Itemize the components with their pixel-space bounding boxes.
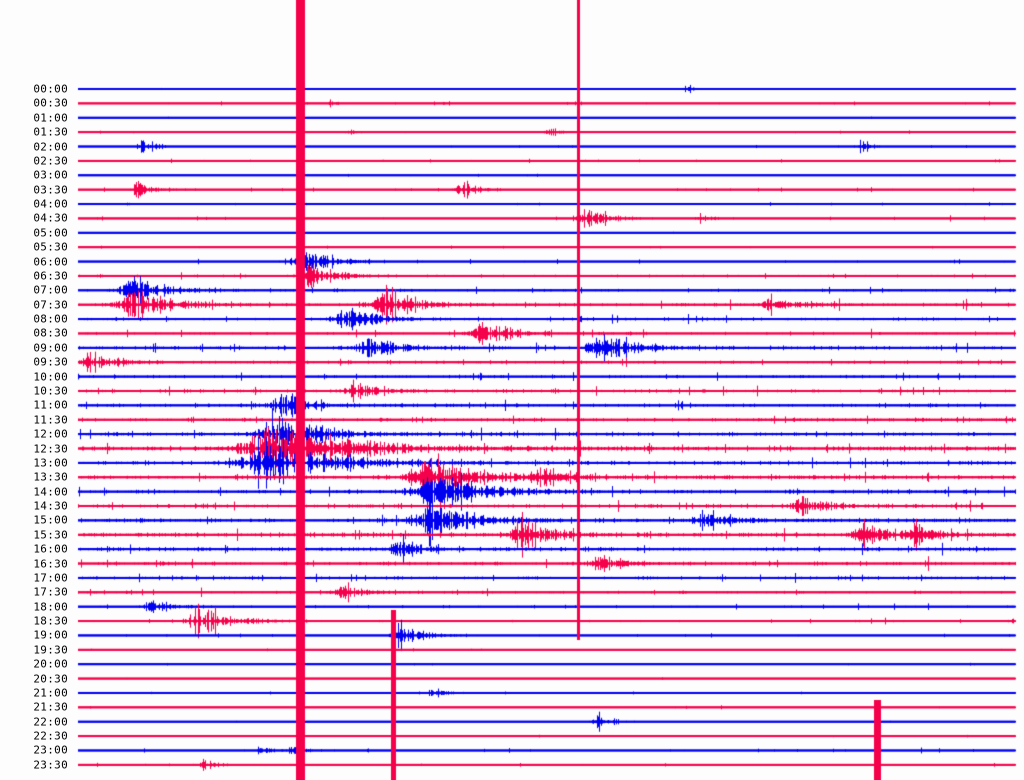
time-label: 10:30 — [33, 384, 68, 398]
time-label: 07:00 — [33, 283, 68, 297]
time-label: 20:30 — [33, 672, 68, 686]
time-label: 04:00 — [33, 197, 68, 211]
time-label: 16:30 — [33, 557, 68, 571]
time-label: 08:30 — [33, 326, 68, 340]
time-label: 04:30 — [33, 211, 68, 225]
time-label: 09:00 — [33, 341, 68, 355]
time-label: 19:30 — [33, 643, 68, 657]
time-label: 06:00 — [33, 255, 68, 269]
time-label: 09:30 — [33, 355, 68, 369]
time-label: 22:30 — [33, 729, 68, 743]
time-label: 02:00 — [33, 140, 68, 154]
time-label: 23:00 — [33, 743, 68, 757]
time-label: 11:30 — [33, 413, 68, 427]
time-label: 05:00 — [33, 226, 68, 240]
time-label: 07:30 — [33, 298, 68, 312]
time-label: 13:00 — [33, 456, 68, 470]
time-label: 17:30 — [33, 585, 68, 599]
time-label: 02:30 — [33, 154, 68, 168]
time-label: 20:00 — [33, 657, 68, 671]
time-label: 15:30 — [33, 528, 68, 542]
time-label: 14:30 — [33, 499, 68, 513]
time-label: 12:30 — [33, 442, 68, 455]
time-label: 01:00 — [33, 111, 68, 125]
time-label: 03:30 — [33, 183, 68, 197]
time-label: 22:00 — [33, 715, 68, 729]
time-label: 23:30 — [33, 758, 68, 772]
time-label: 03:00 — [33, 168, 68, 182]
time-label: 01:30 — [33, 125, 68, 139]
time-label: 12:00 — [33, 427, 68, 441]
time-label: 16:00 — [33, 542, 68, 556]
time-label: 00:30 — [33, 96, 68, 110]
time-label: 05:30 — [33, 240, 68, 254]
time-label: 08:00 — [33, 312, 68, 326]
time-label: 11:00 — [33, 398, 68, 412]
time-label: 15:00 — [33, 513, 68, 527]
time-axis: 00:00 00:30 01:00 01:30 02:00 02:30 03:00 03:30… — [0, 0, 74, 780]
time-label: 18:00 — [33, 600, 68, 614]
time-label: 13:30 — [33, 470, 68, 484]
time-label: 18:30 — [33, 614, 68, 628]
time-label: 00:00 — [33, 82, 68, 96]
time-label: 17:00 — [33, 571, 68, 585]
time-label: 06:30 — [33, 269, 68, 283]
time-label: 19:00 — [33, 628, 68, 642]
time-label: 21:30 — [33, 700, 68, 714]
time-label: 14:00 — [33, 485, 68, 499]
time-label: 10:00 — [33, 370, 68, 384]
time-label: 21:00 — [33, 686, 68, 700]
